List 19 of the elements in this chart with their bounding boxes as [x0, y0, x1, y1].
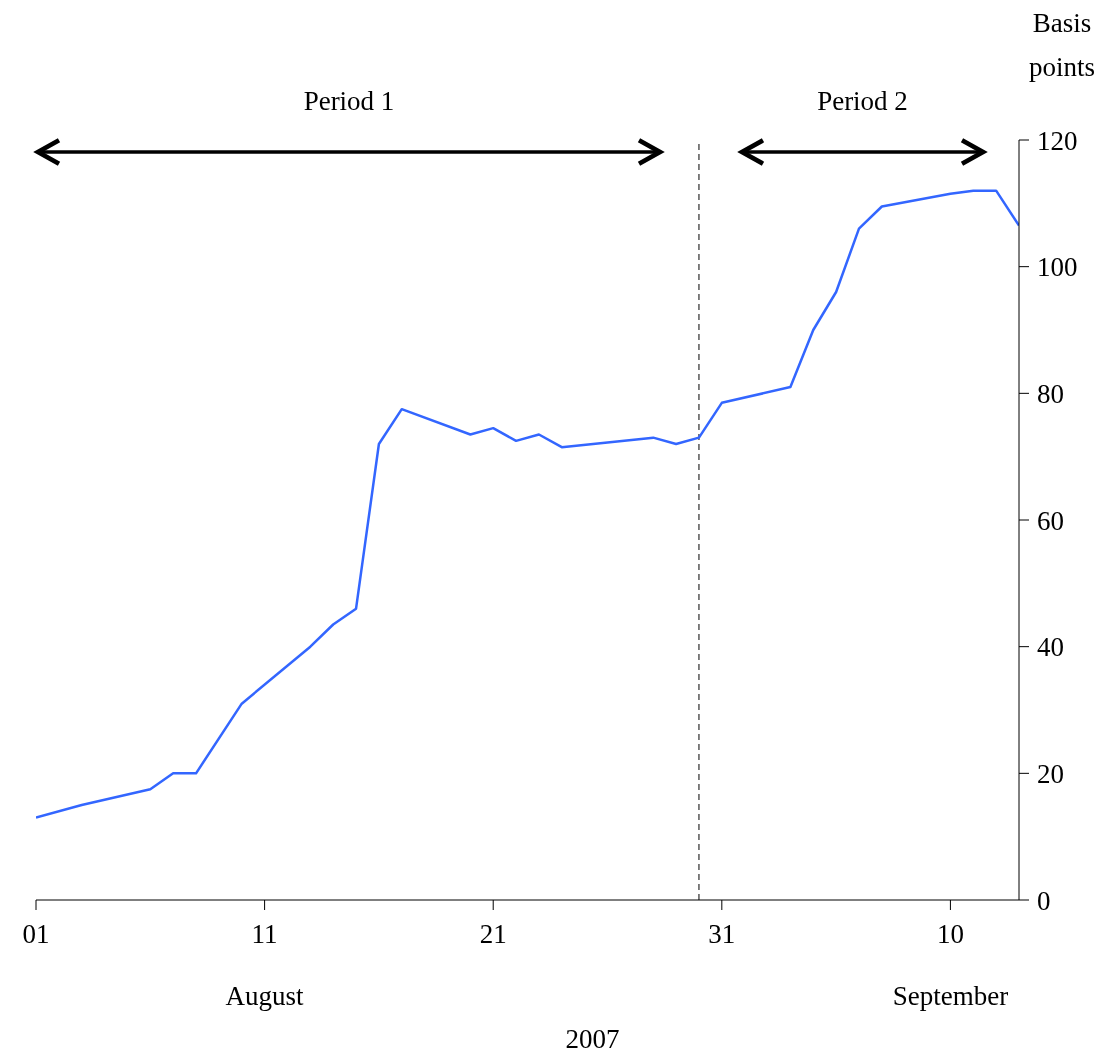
y-tick-label: 60 — [1037, 505, 1064, 536]
text: Period 1 — [303, 86, 395, 116]
text: Period 2 — [817, 86, 908, 116]
y-tick-label: 40 — [1037, 632, 1064, 663]
y-axis-title: Basis points — [1028, 8, 1096, 82]
x-axis-title: 2007 — [565, 1024, 620, 1053]
x-tick-label: 31 — [708, 919, 736, 950]
x-tick-label: 21 — [479, 919, 507, 950]
y-tick-label: 120 — [1037, 125, 1078, 156]
y-tick-label: 0 — [1037, 885, 1051, 916]
x-tick-label: 01 — [22, 919, 50, 950]
y-tick-label: 100 — [1037, 252, 1078, 283]
x-tick-label: 11 — [251, 919, 278, 950]
text: September — [892, 981, 1009, 1011]
line-series — [36, 189, 1019, 819]
y-tick-label: 20 — [1037, 758, 1064, 789]
y-tick-label: 80 — [1037, 378, 1064, 409]
x-tick-label: 10 — [936, 919, 964, 950]
text: August — [225, 981, 305, 1011]
